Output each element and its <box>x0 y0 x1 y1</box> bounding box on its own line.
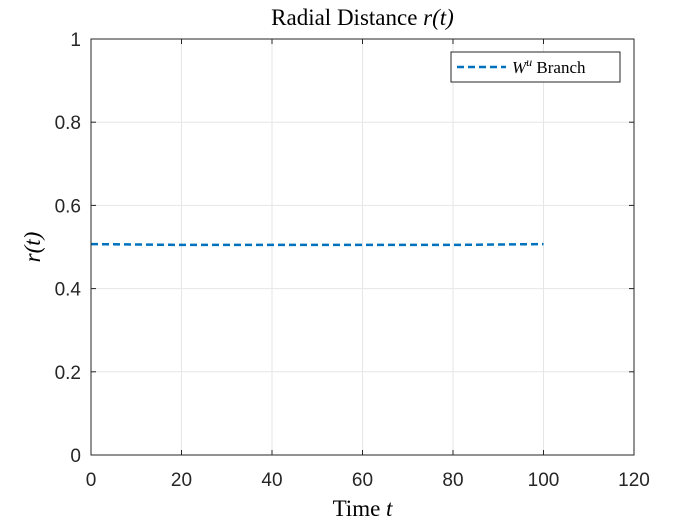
x-tick-label: 40 <box>261 470 282 491</box>
legend-label: Wu Branch <box>512 55 586 77</box>
x-tick-label: 0 <box>86 470 97 491</box>
chart-title-main: Radial Distance <box>271 5 423 30</box>
x-tick-label: 60 <box>352 470 373 491</box>
y-tick-label: 0 <box>70 446 81 467</box>
x-axis-label: Time t <box>333 496 393 521</box>
x-tick-label: 100 <box>528 470 560 491</box>
tick-labels: 0 20 40 60 80 100 120 0 0.2 0.4 0.6 0.8 1 <box>55 30 650 491</box>
y-tick-label: 0.4 <box>55 280 82 301</box>
y-tick-label: 0.6 <box>55 196 81 217</box>
legend-label-sup: u <box>526 55 532 69</box>
x-tick-label: 120 <box>618 470 650 491</box>
chart-title-math: r(t) <box>423 5 454 30</box>
legend-label-rest: Branch <box>532 58 586 77</box>
y-axis-label: r(t) <box>20 232 45 263</box>
x-tick-label: 80 <box>442 470 463 491</box>
series-line <box>90 242 544 247</box>
x-axis-label-main: Time <box>333 496 386 521</box>
y-tick-label: 0.8 <box>55 113 81 134</box>
grid <box>91 39 634 455</box>
x-tick-label: 20 <box>171 470 192 491</box>
ticks <box>90 38 635 456</box>
legend: Wu Branch <box>450 51 621 83</box>
y-tick-label: 0.2 <box>55 363 81 384</box>
legend-label-base: W <box>512 58 528 77</box>
series-layer <box>90 242 544 247</box>
chart-title: Radial Distance r(t) <box>271 5 454 30</box>
y-tick-label: 1 <box>70 30 81 51</box>
x-axis-label-math: t <box>386 496 393 521</box>
